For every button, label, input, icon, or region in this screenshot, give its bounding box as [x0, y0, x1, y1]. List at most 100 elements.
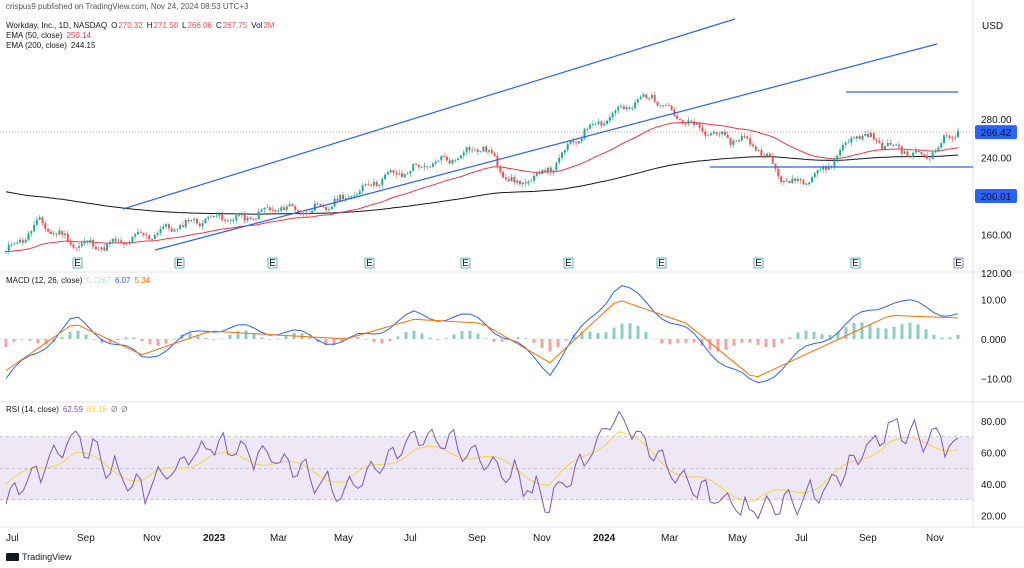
- candle-body: [285, 206, 288, 210]
- macd-histogram-bar: [556, 339, 560, 348]
- candle-body: [406, 173, 409, 175]
- time-tick: Mar: [270, 533, 288, 544]
- candle-body: [625, 107, 628, 109]
- candle-body: [440, 156, 443, 161]
- macd-histogram-bar: [356, 337, 360, 339]
- macd-histogram-bar: [124, 337, 128, 339]
- candle-body: [254, 218, 257, 220]
- candle-body: [780, 176, 783, 182]
- candle-body: [594, 123, 597, 125]
- candle-body: [549, 167, 552, 173]
- macd-histogram-bar: [836, 332, 840, 339]
- candle-body: [558, 157, 561, 163]
- symbol-name: Workday, Inc., 1D, NASDAQ: [6, 21, 108, 30]
- candle-body: [106, 244, 109, 251]
- candle-body: [723, 131, 726, 135]
- candle-body: [544, 169, 547, 172]
- candle-body: [375, 182, 378, 187]
- earnings-marker-label: E: [176, 258, 183, 269]
- candle-body: [653, 95, 656, 102]
- candle-body: [162, 226, 165, 230]
- candle-body: [923, 154, 926, 156]
- macd-legend[interactable]: MACD (12, 26, close) 0.7267 6.07 5.34: [6, 276, 154, 285]
- candle-body: [350, 196, 353, 198]
- macd-histogram-bar: [900, 324, 904, 339]
- candle-body: [575, 142, 578, 144]
- candle-body: [415, 164, 417, 165]
- ohlc-c-label: C: [215, 21, 222, 30]
- price-badge-label: 200.01: [981, 192, 1012, 203]
- candle-body: [35, 219, 38, 225]
- candle-body: [187, 220, 190, 222]
- candle-body: [451, 159, 454, 164]
- price-badge-label: 266.42: [981, 128, 1012, 139]
- candle-body: [170, 228, 173, 232]
- candle-body: [94, 246, 97, 250]
- candle-body: [16, 242, 19, 244]
- macd-histogram-bar: [332, 339, 336, 345]
- macd-histogram-bar: [684, 339, 688, 343]
- macd-histogram-bar: [252, 333, 256, 339]
- macd-histogram-bar: [380, 339, 384, 344]
- candle-body: [311, 210, 314, 213]
- rsi-legend[interactable]: RSI (14, close) 62.59 63.16 Ø Ø: [6, 405, 131, 414]
- macd-histogram-bar: [436, 339, 440, 340]
- candle-body: [443, 156, 446, 157]
- macd-histogram-bar: [916, 324, 920, 339]
- candle-body: [190, 220, 193, 222]
- ohlc-low: 266.06: [187, 21, 212, 30]
- candle-body: [712, 131, 715, 134]
- candle-body: [327, 209, 330, 210]
- candle-body: [243, 213, 246, 221]
- macd-histogram-bar: [524, 338, 528, 339]
- macd-hist-value: 0.7267: [86, 276, 111, 285]
- candle-body: [650, 95, 653, 99]
- macd-histogram-bar: [140, 339, 144, 342]
- candle-body: [664, 105, 667, 106]
- price-tick: 280.00: [981, 115, 1012, 126]
- macd-histogram-bar: [476, 333, 480, 339]
- symbol-legend[interactable]: Workday, Inc., 1D, NASDAQ O270.32 H271.50 L…: [6, 21, 278, 30]
- ema50-legend[interactable]: EMA (50, close) 250.14: [6, 31, 95, 40]
- candle-body: [695, 123, 698, 125]
- candle-body: [389, 170, 392, 173]
- candle-body: [370, 184, 373, 186]
- candle-body: [5, 251, 7, 252]
- time-tick: Sep: [77, 533, 95, 544]
- candle-body: [864, 134, 867, 136]
- candle-body: [499, 166, 502, 172]
- candle-body: [628, 107, 631, 109]
- candle-body: [229, 220, 232, 222]
- candle-body: [679, 119, 681, 121]
- candle-body: [920, 152, 923, 155]
- candle-body: [617, 106, 620, 111]
- rsi-tick: 80.00: [981, 417, 1006, 428]
- earnings-marker: [850, 257, 861, 269]
- candle-body: [488, 150, 490, 152]
- candle-body: [305, 212, 308, 215]
- candle-body: [153, 235, 156, 239]
- time-tick: Nov: [926, 533, 944, 544]
- earnings-marker-label: E: [565, 258, 572, 269]
- macd-histogram-bar: [148, 339, 152, 345]
- macd-histogram-bar: [28, 339, 32, 341]
- candle-body: [839, 150, 842, 156]
- macd-histogram-bar: [804, 330, 808, 339]
- volume-label: Vol: [251, 21, 263, 30]
- candle-body: [83, 240, 86, 244]
- macd-histogram-bar: [732, 339, 736, 346]
- macd-tick: 10.00: [981, 296, 1006, 307]
- candle-body: [749, 138, 752, 145]
- candle-body: [847, 142, 850, 144]
- tradingview-logo-icon: [6, 553, 19, 561]
- ema200-legend[interactable]: EMA (200, close) 244.15: [6, 41, 99, 50]
- macd-histogram-bar: [500, 339, 504, 342]
- earnings-marker: [656, 257, 667, 269]
- tradingview-logo-text: TradingView: [22, 552, 72, 562]
- macd-histogram-bar: [156, 339, 160, 346]
- candle-body: [533, 175, 535, 181]
- trendline-channel-top: [122, 18, 736, 210]
- macd-histogram-bar: [612, 327, 616, 339]
- candle-body: [572, 140, 575, 143]
- ohlc-high: 271.50: [153, 21, 179, 30]
